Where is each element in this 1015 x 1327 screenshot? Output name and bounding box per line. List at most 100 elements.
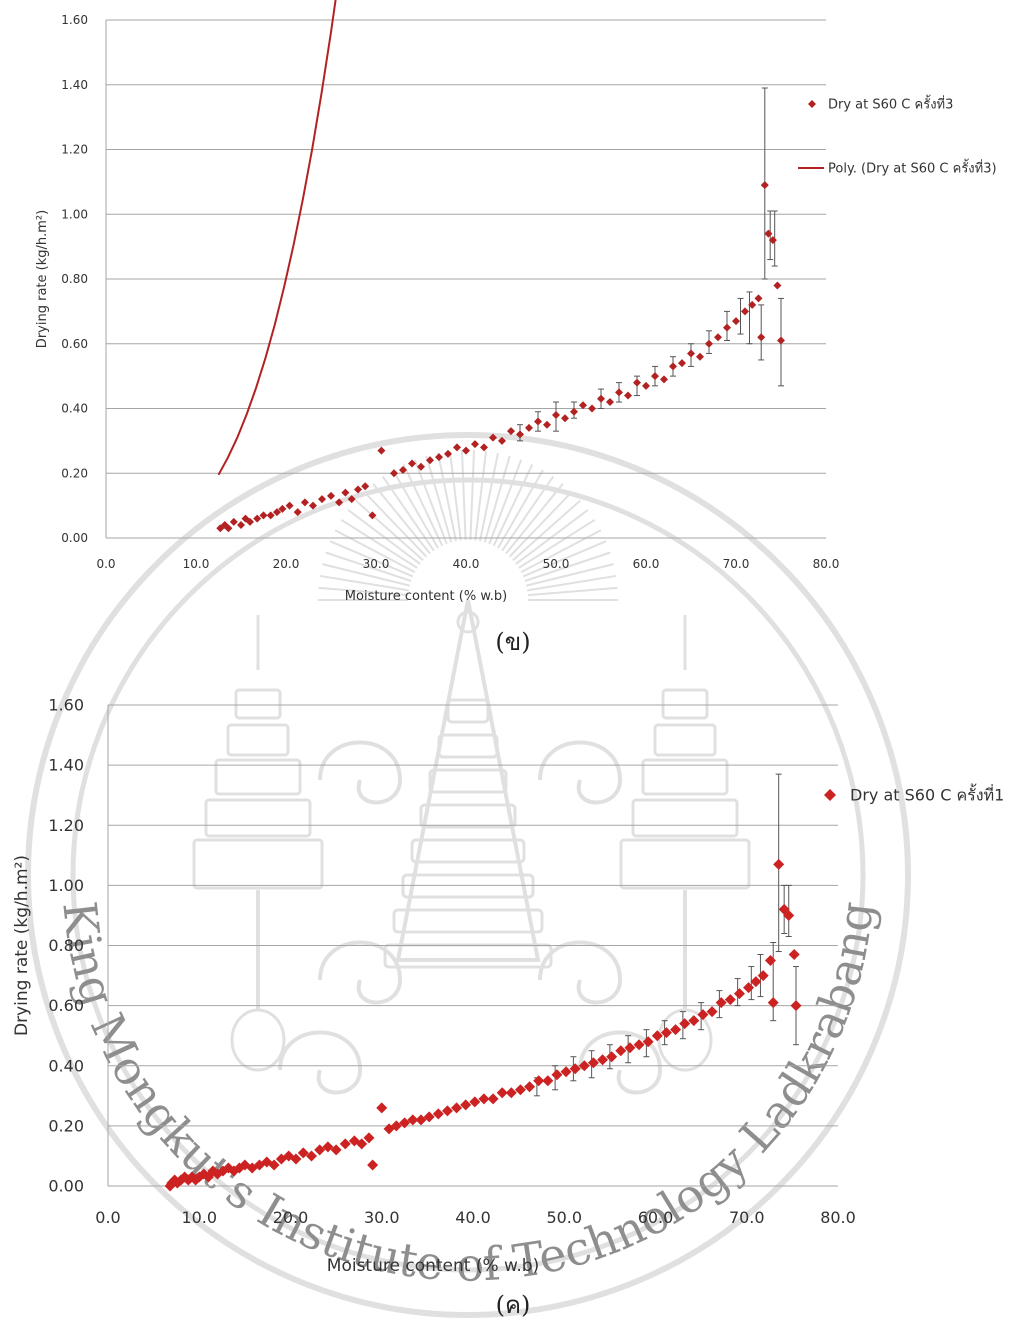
data-point [314, 1144, 326, 1156]
data-point [309, 501, 317, 510]
data-point [724, 994, 736, 1006]
y-axis-label: Drying rate (kg/h.m²) [12, 855, 32, 1036]
data-point [651, 1030, 663, 1042]
data-point [408, 459, 416, 468]
data-point [368, 511, 377, 520]
data-point [750, 976, 762, 988]
data-point [444, 449, 452, 458]
data-point [417, 462, 425, 471]
data-point [253, 514, 262, 523]
legend-marker-icon [824, 789, 836, 801]
data-point [534, 417, 542, 426]
data-point [615, 1045, 627, 1057]
data-point [435, 453, 443, 462]
data-point [478, 1093, 490, 1105]
chart-bottom-caption: (ค) [495, 1291, 531, 1319]
data-point [202, 1171, 214, 1183]
x-tick-label: 10.0 [181, 1208, 217, 1227]
y-tick-label: 0.60 [61, 337, 88, 351]
data-point [441, 1105, 453, 1117]
data-point [275, 1153, 287, 1165]
data-point [764, 229, 773, 238]
data-point [489, 433, 497, 442]
chart-top-panel: 0.00 0.20 0.40 0.60 0.80 1.00 1.20 1.40 1.60 0.0 1… [0, 0, 1015, 660]
data-point [451, 1102, 463, 1114]
x-tick-label: 20.0 [273, 557, 300, 571]
data-point [322, 1141, 334, 1153]
y-tick-label: 1.20 [61, 143, 88, 157]
data-point [679, 1018, 691, 1030]
data-point [266, 511, 275, 520]
data-point [285, 501, 294, 510]
data-point [341, 488, 350, 497]
x-tick-label: 40.0 [455, 1208, 491, 1227]
data-point [268, 1159, 280, 1171]
data-point [514, 1084, 526, 1096]
data-point [715, 997, 727, 1009]
data-point [578, 1060, 590, 1072]
x-tick-label: 30.0 [364, 1208, 400, 1227]
data-point [399, 1117, 411, 1129]
y-tick-label: 1.40 [61, 78, 88, 92]
data-point [743, 982, 755, 994]
data-point [460, 1099, 472, 1111]
data-point [367, 1159, 379, 1171]
data-point [273, 508, 281, 517]
data-point [705, 339, 713, 348]
chart-bottom-panel: 0.00 0.20 0.40 0.60 0.80 1.00 1.20 1.40 1.60 0.0 1… [0, 680, 1015, 1323]
data-point [670, 1024, 682, 1036]
data-point [305, 1150, 317, 1162]
y-axis-label: Drying rate (kg/h.m²) [35, 210, 50, 348]
data-point [561, 414, 569, 423]
data-point [688, 1015, 700, 1027]
data-point [327, 491, 335, 500]
y-tick-label: 0.40 [61, 402, 88, 416]
data-point [335, 498, 344, 507]
x-tick-label: 10.0 [183, 557, 210, 571]
data-point [246, 517, 254, 526]
chart-top-caption: (ข) [495, 628, 531, 656]
data-point [579, 401, 587, 410]
data-point [525, 423, 533, 432]
data-point [732, 317, 740, 326]
data-point [376, 1102, 388, 1114]
data-point [757, 333, 766, 342]
legend-entry: Dry at S60 C ครั้งที่1 [850, 784, 1004, 805]
data-point [697, 1009, 709, 1021]
data-point [615, 388, 623, 397]
trendline [217, 0, 337, 476]
y-tick-label: 0.00 [48, 1177, 84, 1196]
data-point [533, 1075, 545, 1087]
data-point [754, 294, 763, 303]
x-tick-label: 50.0 [543, 557, 570, 571]
x-tick-label: 0.0 [95, 1208, 120, 1227]
data-point [356, 1138, 368, 1150]
data-point [788, 949, 800, 961]
y-tick-label: 1.60 [61, 13, 88, 27]
data-point [487, 1093, 499, 1105]
data-point [290, 1153, 302, 1165]
data-point [588, 404, 596, 413]
data-point [723, 323, 731, 332]
data-point [229, 517, 238, 526]
data-point [651, 372, 659, 381]
y-tick-label: 0.80 [48, 936, 84, 955]
data-point [714, 333, 722, 342]
data-point [278, 504, 287, 513]
y-tick-label: 1.20 [48, 816, 84, 835]
data-point [297, 1147, 309, 1159]
x-axis-label: Moisture content (% w.b) [327, 1256, 539, 1276]
y-tick-label: 1.00 [48, 876, 84, 895]
data-point [507, 427, 515, 436]
data-point [212, 1168, 223, 1180]
chart-bottom-svg: 0.00 0.20 0.40 0.60 0.80 1.00 1.20 1.40 1.60 0.0 1… [12, 696, 1004, 1276]
y-tick-label: 1.60 [48, 696, 84, 715]
x-tick-label: 80.0 [813, 557, 840, 571]
data-point [347, 495, 356, 504]
x-tick-label: 70.0 [729, 1208, 765, 1227]
data-point [399, 466, 407, 475]
x-tick-label: 80.0 [820, 1208, 856, 1227]
x-tick-label: 70.0 [723, 557, 750, 571]
legend-marker-icon [808, 100, 816, 108]
data-point [496, 1087, 508, 1099]
